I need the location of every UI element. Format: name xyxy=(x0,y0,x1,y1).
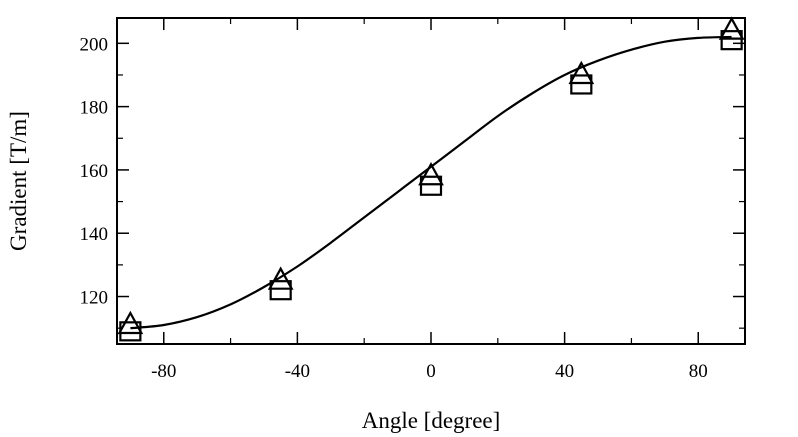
data-markers xyxy=(117,16,745,342)
triangle-marker xyxy=(418,161,444,186)
y-tick-label: 160 xyxy=(80,161,109,182)
x-tick-label: 0 xyxy=(426,361,436,382)
plot-frame xyxy=(116,17,746,345)
y-axis-title: Gradient [T/m] xyxy=(6,111,31,251)
square-marker xyxy=(419,175,443,196)
y-tick-label: 200 xyxy=(80,34,109,55)
x-tick-label: 40 xyxy=(555,361,574,382)
y-tick-label: 140 xyxy=(80,224,109,245)
triangle-marker xyxy=(267,266,294,290)
x-tick-label: 80 xyxy=(689,361,708,382)
triangle-marker xyxy=(718,16,745,40)
x-tick-label: -40 xyxy=(285,361,310,382)
x-tick-label: -80 xyxy=(151,361,176,382)
tick-marks xyxy=(117,18,745,344)
y-tick-label: 180 xyxy=(80,98,109,119)
square-marker xyxy=(720,30,743,51)
square-marker xyxy=(269,280,292,301)
fit-curve xyxy=(130,35,732,330)
square-marker xyxy=(570,74,593,95)
square-marker xyxy=(119,321,142,342)
tick-labels: -80 -40 0 40 80 120 140 160 180 200 xyxy=(80,34,708,382)
x-axis-title: Angle [degree] xyxy=(362,408,501,433)
triangle-marker xyxy=(568,60,595,85)
y-tick-label: 120 xyxy=(80,288,109,309)
